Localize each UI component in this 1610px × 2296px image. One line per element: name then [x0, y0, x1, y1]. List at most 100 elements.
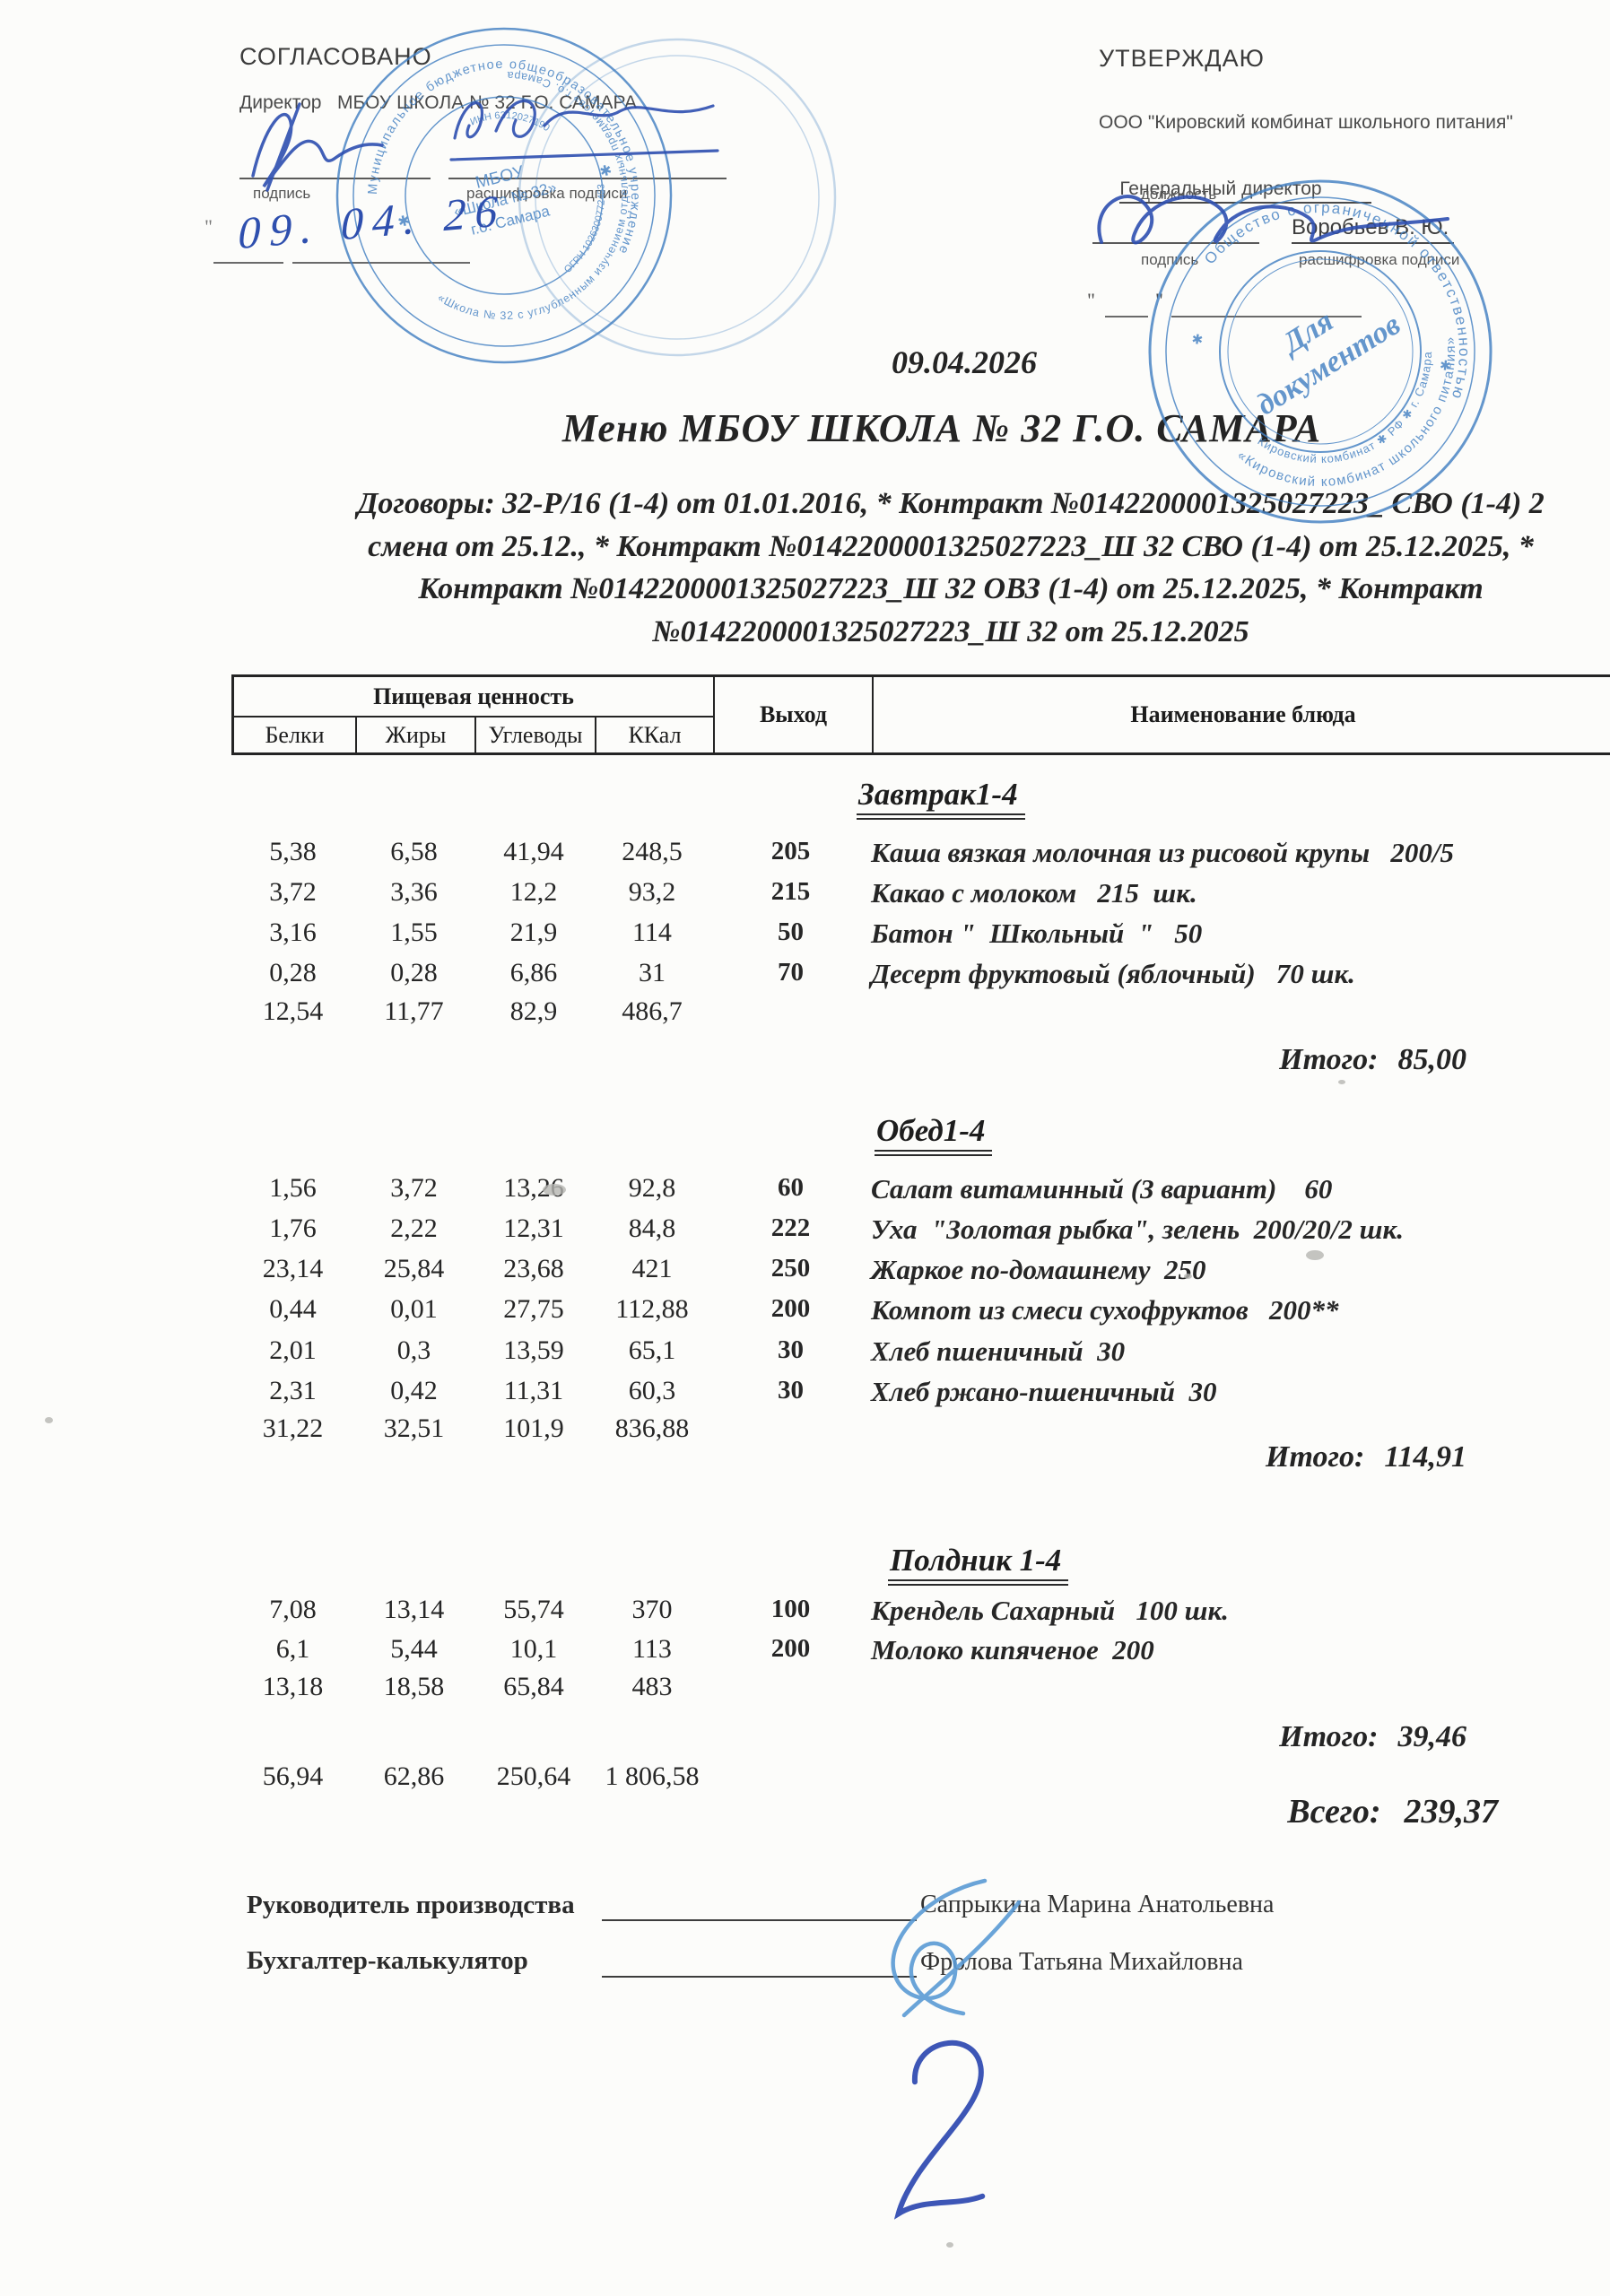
dish-name: Салат витаминный (3 вариант) 60 [871, 1173, 1333, 1205]
output-value: 250 [770, 1254, 811, 1283]
protein-subtotal: 13,18 [262, 1672, 324, 1701]
carbs-value: 55,74 [503, 1595, 564, 1624]
document-title: Меню МБОУ ШКОЛА № 32 Г.О. САМАРА [561, 406, 1322, 450]
section-total-label: Итого: [1266, 1440, 1365, 1474]
carbs-value: 21,9 [509, 918, 558, 947]
kcal-value: 112,88 [615, 1294, 689, 1324]
carbs-value: 11,31 [503, 1376, 564, 1405]
contracts-line-2: смена от 25.12., * Контракт №01422000013… [368, 529, 1534, 563]
carbs-grand-total: 250,64 [496, 1761, 571, 1791]
menu-row: 2,31 0,42 11,31 60,3 30 Хлеб ржано-пшени… [231, 1376, 1610, 1416]
output-value: 30 [778, 1335, 804, 1364]
date-quote-open: " [1087, 289, 1095, 311]
kcal-value: 60,3 [628, 1376, 676, 1405]
protein-grand-total: 56,94 [262, 1761, 324, 1791]
output-column-header: Выход [713, 677, 874, 752]
menu-row: 2,01 0,3 13,59 65,1 30 Хлеб пшеничный 30 [231, 1335, 1610, 1376]
contracts-line-4: №0142200001325027223_Ш 32 от 25.12.2025 [652, 614, 1249, 648]
protein-value: 7,08 [269, 1595, 317, 1624]
carbs-subtotal: 82,9 [509, 996, 558, 1026]
dish-name: Десерт фруктовый (яблочный) 70 шк. [871, 958, 1355, 989]
document-date: 09.04.2026 [892, 344, 1037, 380]
scan-smudge [946, 2242, 953, 2248]
kcal-value: 65,1 [628, 1335, 676, 1365]
fat-grand-total: 62,86 [383, 1761, 445, 1791]
date-quote-close: " [1155, 289, 1163, 311]
grand-total-label: Всего: [1287, 1793, 1381, 1831]
section-total: Итого: 39,46 [1139, 1720, 1466, 1754]
production-manager-name: Сапрыкина Марина Анатольевна [920, 1891, 1275, 1918]
kcal-subtotal: 486,7 [622, 996, 683, 1026]
menu-row: 23,14 25,84 23,68 421 250 Жаркое по-дома… [231, 1254, 1610, 1294]
kcal-subtotal: 836,88 [614, 1413, 690, 1443]
dish-name: Компот из смеси сухофруктов 200** [871, 1294, 1339, 1326]
protein-subtotal: 12,54 [262, 996, 324, 1026]
protein-value: 3,72 [269, 877, 317, 907]
svg-text:✱: ✱ [1191, 332, 1204, 348]
date-underline-2 [292, 262, 470, 264]
menu-row: 3,72 3,36 12,2 93,2 215 Какао с молоком … [231, 877, 1610, 918]
protein-value: 0,28 [269, 958, 317, 987]
kcal-value: 114 [632, 918, 672, 947]
fat-column-header: Жиры [357, 718, 476, 752]
carbs-value: 13,26 [503, 1173, 564, 1203]
signature-line-left [239, 178, 431, 179]
nutrition-group-header: Пищевая ценность [234, 677, 713, 718]
position-title: Генеральный директор [1119, 178, 1371, 204]
transcript-caption-right: расшифровка подписи [1299, 251, 1460, 268]
scan-smudge [1184, 1274, 1192, 1279]
section-heading-lunch: Обед1-4 [875, 1113, 993, 1156]
production-manager-line [602, 1919, 917, 1921]
protein-value: 1,76 [269, 1213, 317, 1243]
svg-text:✱: ✱ [598, 162, 614, 180]
section-total-label: Итого: [1279, 1720, 1379, 1753]
kcal-value: 92,8 [628, 1173, 676, 1203]
menu-row: 1,76 2,22 12,31 84,8 222 Уха "Золотая ры… [231, 1213, 1610, 1254]
fat-value: 0,28 [390, 958, 438, 987]
carbs-column-header: Углеводы [476, 718, 596, 752]
fat-subtotal: 32,51 [383, 1413, 445, 1443]
protein-value: 1,56 [269, 1173, 317, 1203]
dish-name: Хлеб ржано-пшеничный 30 [871, 1376, 1217, 1407]
output-value: 30 [778, 1376, 804, 1405]
stamp-ghost-arcs [518, 38, 837, 357]
fat-subtotal: 11,77 [384, 996, 444, 1026]
menu-row: 7,08 13,14 55,74 370 100 Крендель Сахарн… [231, 1595, 1610, 1635]
transcript-caption-left: расшифровка подписи [466, 185, 628, 202]
organization-line: ООО "Кировский комбинат школьного питани… [1099, 112, 1513, 133]
fat-value: 1,55 [390, 918, 438, 947]
kcal-grand-total: 1 806,58 [605, 1761, 700, 1791]
output-value: 100 [770, 1595, 811, 1623]
carbs-value: 6,86 [509, 958, 558, 987]
protein-value: 6,1 [275, 1634, 310, 1664]
fat-value: 0,3 [396, 1335, 431, 1365]
fat-value: 0,42 [390, 1376, 438, 1405]
kcal-value: 93,2 [628, 877, 676, 907]
school-stamp: Муниципальное бюджетное общеобразователь… [335, 27, 673, 364]
output-value: 70 [778, 958, 804, 987]
carbs-value: 10,1 [509, 1634, 558, 1664]
kcal-value: 248,5 [622, 837, 683, 866]
director-signature-transcript [449, 99, 719, 161]
protein-value: 23,14 [262, 1254, 324, 1283]
output-value: 222 [770, 1213, 811, 1242]
protein-value: 5,38 [269, 837, 317, 866]
fat-value: 2,22 [390, 1213, 438, 1243]
signature-line-right [1092, 242, 1259, 244]
menu-row: 3,16 1,55 21,9 114 50 Батон " Школьный "… [231, 918, 1610, 958]
dish-name: Какао с молоком 215 шк. [871, 877, 1197, 909]
accountant-role: Бухгалтер-калькулятор [247, 1946, 528, 1975]
carbs-subtotal: 101,9 [503, 1413, 564, 1443]
section-total-value: 39,46 [1397, 1720, 1467, 1753]
scan-smudge [1338, 1080, 1345, 1084]
section-total: Итого: 85,00 [1139, 1043, 1466, 1077]
section-heading-breakfast: Завтрак1-4 [857, 777, 1025, 820]
month-line [1171, 316, 1362, 317]
protein-value: 2,01 [269, 1335, 317, 1365]
protein-value: 2,31 [269, 1376, 317, 1405]
section-total: Итого: 114,91 [1139, 1440, 1466, 1474]
output-value: 60 [778, 1173, 804, 1202]
output-value: 215 [770, 877, 811, 906]
carbs-value: 41,94 [503, 837, 564, 866]
subtotal-row: 13,18 18,58 65,84 483 [231, 1672, 1610, 1712]
